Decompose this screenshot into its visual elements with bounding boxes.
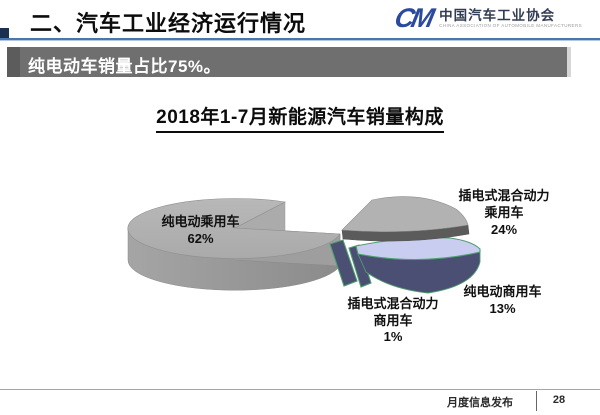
caam-logo-icon: CM bbox=[392, 3, 435, 33]
pie-label-phev-commercial: 插电式混合动力 商用车 1% bbox=[322, 296, 464, 346]
logo-name-en: CHINA ASSOCIATION OF AUTOMOBILE MANUFACT… bbox=[439, 23, 582, 28]
banner-accent-square bbox=[7, 47, 20, 77]
header-divider-line-light bbox=[0, 40, 600, 41]
pie-slice-bev-passenger bbox=[127, 198, 341, 291]
pie-label-text: 乘用车 bbox=[484, 205, 524, 220]
pie-chart bbox=[127, 196, 481, 294]
pie-label-value: 1% bbox=[383, 329, 403, 344]
chart-title: 2018年1-7月新能源汽车销量构成 bbox=[156, 102, 444, 133]
pie-label-phev-passenger: 插电式混合动力 乘用车 24% bbox=[430, 187, 578, 238]
pie-label-value: 24% bbox=[490, 222, 518, 237]
caam-logo: CM 中国汽车工业协会 CHINA ASSOCIATION OF AUTOMOB… bbox=[392, 3, 582, 33]
pie-label-value: 13% bbox=[489, 301, 516, 316]
pie-slice-bev-commercial bbox=[355, 237, 481, 294]
pie-label-text: 纯电动乘用车 bbox=[161, 214, 240, 229]
key-message-banner: 纯电动车销量占比75%。 bbox=[7, 47, 571, 77]
title-accent-square bbox=[0, 28, 9, 41]
pie-label-text: 插电式混合动力 bbox=[458, 188, 550, 203]
pie-label-value: 62% bbox=[187, 231, 214, 246]
pie-label-bev-commercial: 纯电动商用车 13% bbox=[430, 283, 575, 317]
header-divider-line bbox=[0, 38, 600, 40]
pie-label-text: 商用车 bbox=[373, 312, 413, 328]
banner-text: 纯电动车销量占比75%。 bbox=[28, 57, 222, 76]
pie-slice-phev-passenger bbox=[341, 196, 470, 242]
footer-separator bbox=[536, 391, 537, 411]
pie-label-bev-passenger: 纯电动乘用车 62% bbox=[128, 213, 273, 247]
pie-label-text: 插电式混合动力 bbox=[347, 296, 439, 311]
logo-name-cn: 中国汽车工业协会 bbox=[439, 8, 556, 23]
page-title: 二、汽车工业经济运行情况 bbox=[30, 11, 307, 36]
footer-label: 月度信息发布 bbox=[447, 397, 513, 409]
page-number: 28 bbox=[552, 394, 566, 406]
pie-label-text: 纯电动商用车 bbox=[463, 284, 542, 299]
footer-divider-line bbox=[0, 389, 600, 390]
